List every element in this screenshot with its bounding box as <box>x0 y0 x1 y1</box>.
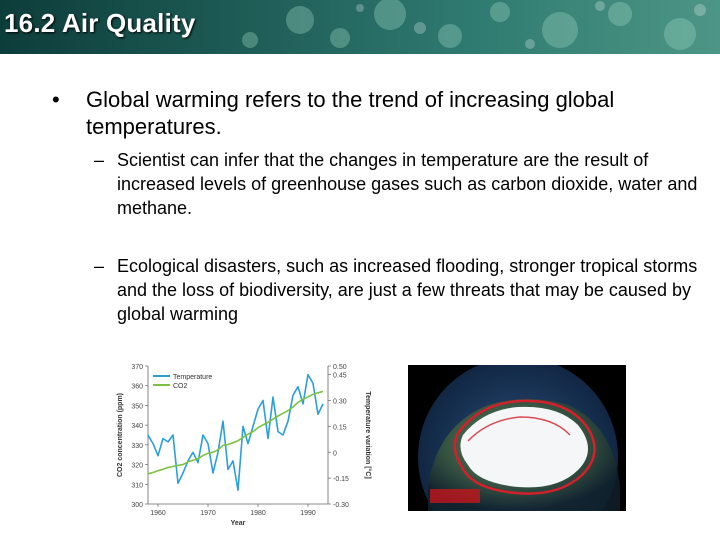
y-tick-label: 330 <box>131 443 143 450</box>
y2-tick-label: -0.15 <box>333 476 349 483</box>
dash-icon: – <box>94 256 105 276</box>
x-axis-label: Year <box>231 520 246 527</box>
slide-header: 16.2 Air Quality <box>0 0 720 54</box>
y2-tick-label: -0.30 <box>333 502 349 509</box>
header-texture <box>242 0 706 50</box>
main-bullet-text: Global warming refers to the trend of in… <box>86 87 615 139</box>
x-tick-label: 1970 <box>200 510 216 517</box>
sub-bullet-2-text: Ecological disasters, such as increased … <box>117 256 698 324</box>
arctic-globe-image <box>418 365 620 511</box>
y-tick-label: 340 <box>131 423 143 430</box>
dash-icon: – <box>94 150 105 170</box>
page-title: 16.2 Air Quality <box>4 8 196 38</box>
temperature-co2-chart: 300 310 320 330 340 350 360 370 -0.30 -0.15 0 0.15 0… <box>117 364 372 527</box>
y-tick-label: 320 <box>131 463 143 470</box>
y2-axis-label: Temperature variation [°C] <box>364 391 372 478</box>
legend-label: Temperature <box>173 374 212 381</box>
sub-bullet-1-text: Scientist can infer that the changes in … <box>117 150 698 218</box>
y-tick-label: 350 <box>131 403 143 410</box>
y2-tick-label: 0.45 <box>333 373 347 380</box>
y-tick-label: 360 <box>131 384 143 391</box>
x-tick-label: 1990 <box>300 510 316 517</box>
y2-tick-label: 0 <box>333 450 337 457</box>
y-tick-label: 310 <box>131 482 143 489</box>
arctic-ice-photo <box>408 365 626 511</box>
legend-label: CO2 <box>173 383 188 390</box>
y2-tick-label: 0.15 <box>333 424 347 431</box>
y-tick-label: 370 <box>131 364 143 371</box>
x-tick-label: 1960 <box>150 510 166 517</box>
bullet-dot-icon: • <box>52 87 60 112</box>
x-tick-label: 1980 <box>250 510 266 517</box>
y2-tick-label: 0.50 <box>333 364 347 371</box>
y-tick-label: 300 <box>131 502 143 509</box>
series-line-temperature <box>147 373 324 491</box>
y2-tick-label: 0.30 <box>333 399 347 406</box>
y-axis-label: CO2 concentration (ppm) <box>117 393 124 477</box>
series-line-co2 <box>147 390 324 475</box>
